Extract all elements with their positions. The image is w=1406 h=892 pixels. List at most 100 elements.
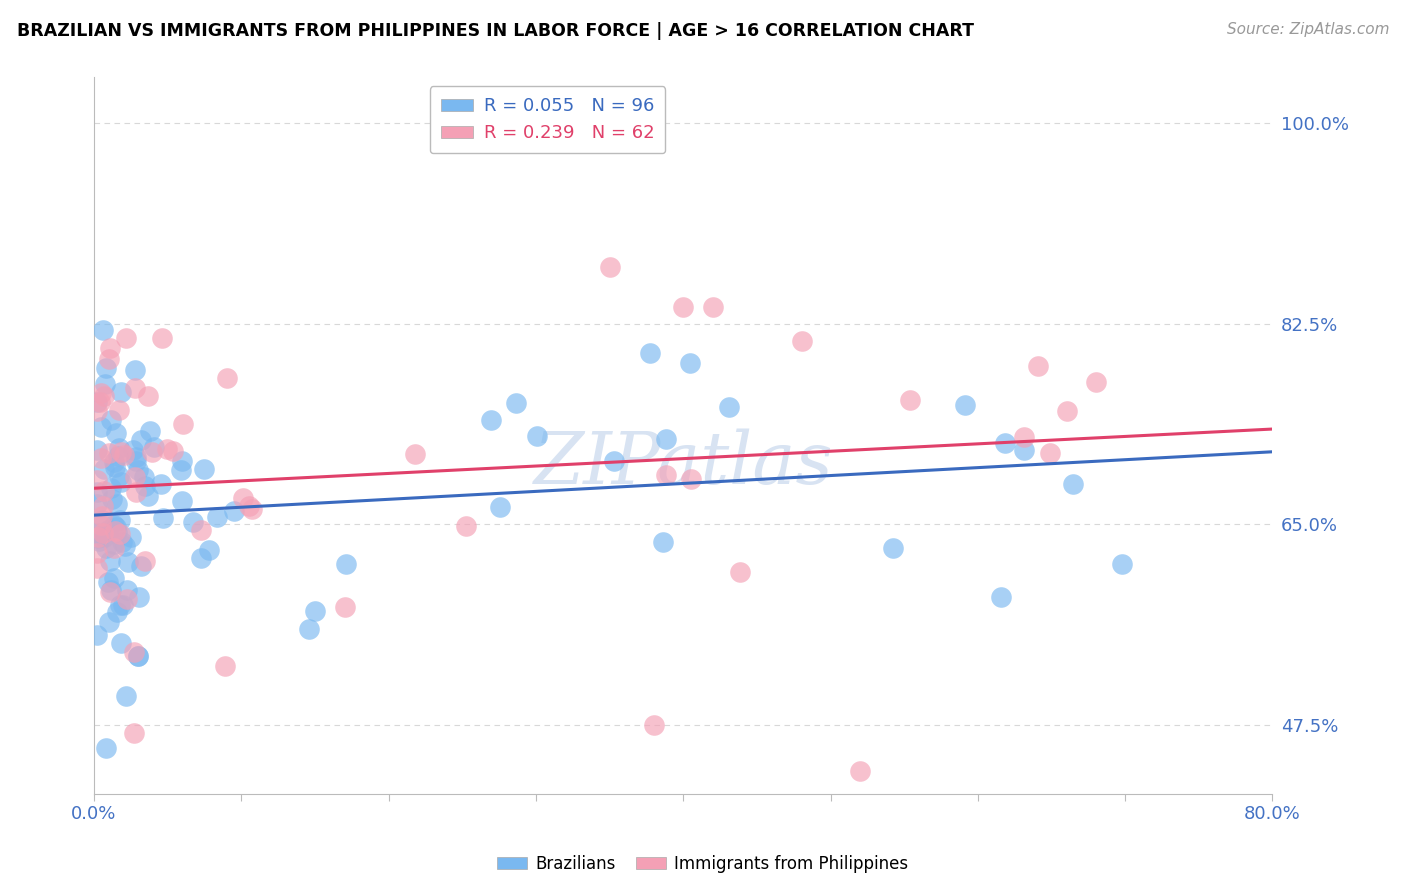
Point (100, 412, 122, 426)
Point (100, 582, 122, 597)
Point (122, 443, 145, 458)
Point (162, 444, 184, 458)
Point (108, 527, 131, 541)
Point (86, 526, 108, 541)
Point (90, 517, 112, 532)
Point (215, 371, 238, 385)
Point (193, 462, 215, 476)
Point (1062, 477, 1084, 491)
Point (214, 659, 236, 673)
Point (681, 472, 703, 486)
Point (105, 497, 128, 511)
Point (333, 600, 356, 615)
Point (172, 417, 194, 431)
Point (138, 424, 160, 438)
Point (86, 473, 108, 487)
Point (170, 463, 193, 477)
Point (110, 475, 132, 490)
Legend: Brazilians, Immigrants from Philippines: Brazilians, Immigrants from Philippines (491, 848, 915, 880)
Point (107, 449, 129, 463)
Point (115, 331, 138, 345)
Point (152, 511, 174, 525)
Point (142, 440, 165, 454)
Point (127, 649, 149, 664)
Point (335, 557, 357, 571)
Point (103, 571, 125, 585)
Text: Source: ZipAtlas.com: Source: ZipAtlas.com (1226, 22, 1389, 37)
Point (98, 585, 121, 599)
Text: BRAZILIAN VS IMMIGRANTS FROM PHILIPPINES IN LABOR FORCE | AGE > 16 CORRELATION C: BRAZILIAN VS IMMIGRANTS FROM PHILIPPINES… (17, 22, 974, 40)
Point (93, 530, 115, 544)
Point (150, 331, 173, 345)
Point (127, 649, 149, 664)
Point (898, 392, 921, 407)
Point (98, 352, 121, 367)
Point (89, 394, 111, 409)
Point (190, 551, 212, 566)
Point (98, 341, 121, 355)
Point (728, 565, 751, 579)
Point (1085, 375, 1108, 389)
Point (224, 504, 246, 518)
Point (129, 433, 152, 447)
Point (127, 463, 149, 477)
Point (1012, 443, 1035, 458)
Point (238, 499, 260, 513)
Point (172, 494, 194, 508)
Point (110, 636, 132, 650)
Point (172, 454, 194, 468)
Point (114, 539, 136, 553)
Point (138, 389, 160, 403)
Point (643, 718, 665, 732)
Point (90, 450, 112, 465)
Point (105, 426, 128, 441)
Point (232, 491, 254, 505)
Point (240, 501, 263, 516)
Point (122, 726, 145, 740)
Point (98, 554, 121, 568)
Point (115, 690, 138, 704)
Point (110, 598, 132, 612)
Point (526, 429, 548, 443)
Point (90, 419, 112, 434)
Point (86, 404, 108, 418)
Point (104, 524, 127, 538)
Point (129, 559, 152, 574)
Point (454, 518, 477, 533)
Point (97, 615, 120, 629)
Point (654, 432, 676, 446)
Point (86, 484, 108, 499)
Point (141, 444, 163, 458)
Point (96, 541, 118, 556)
Point (207, 510, 229, 524)
Point (990, 591, 1012, 605)
Point (100, 482, 122, 496)
Point (111, 535, 134, 549)
Point (115, 592, 138, 607)
Point (134, 554, 156, 568)
Point (638, 345, 661, 359)
Point (149, 476, 172, 491)
Point (297, 622, 319, 636)
Point (108, 403, 131, 417)
Point (107, 468, 129, 483)
Point (718, 400, 741, 414)
Point (110, 384, 132, 399)
Point (90, 386, 112, 401)
Legend: R = 0.055   N = 96, R = 0.239   N = 62: R = 0.055 N = 96, R = 0.239 N = 62 (430, 87, 665, 153)
Point (128, 590, 150, 604)
Point (156, 442, 179, 457)
Point (94, 740, 117, 755)
Point (86, 531, 108, 545)
Point (505, 396, 527, 410)
Point (672, 300, 695, 314)
Point (91, 323, 114, 337)
Point (479, 413, 502, 427)
Point (679, 356, 702, 370)
Point (86, 442, 108, 457)
Point (603, 453, 626, 467)
Point (134, 479, 156, 493)
Point (97, 523, 120, 537)
Point (103, 541, 125, 556)
Point (599, 260, 621, 274)
